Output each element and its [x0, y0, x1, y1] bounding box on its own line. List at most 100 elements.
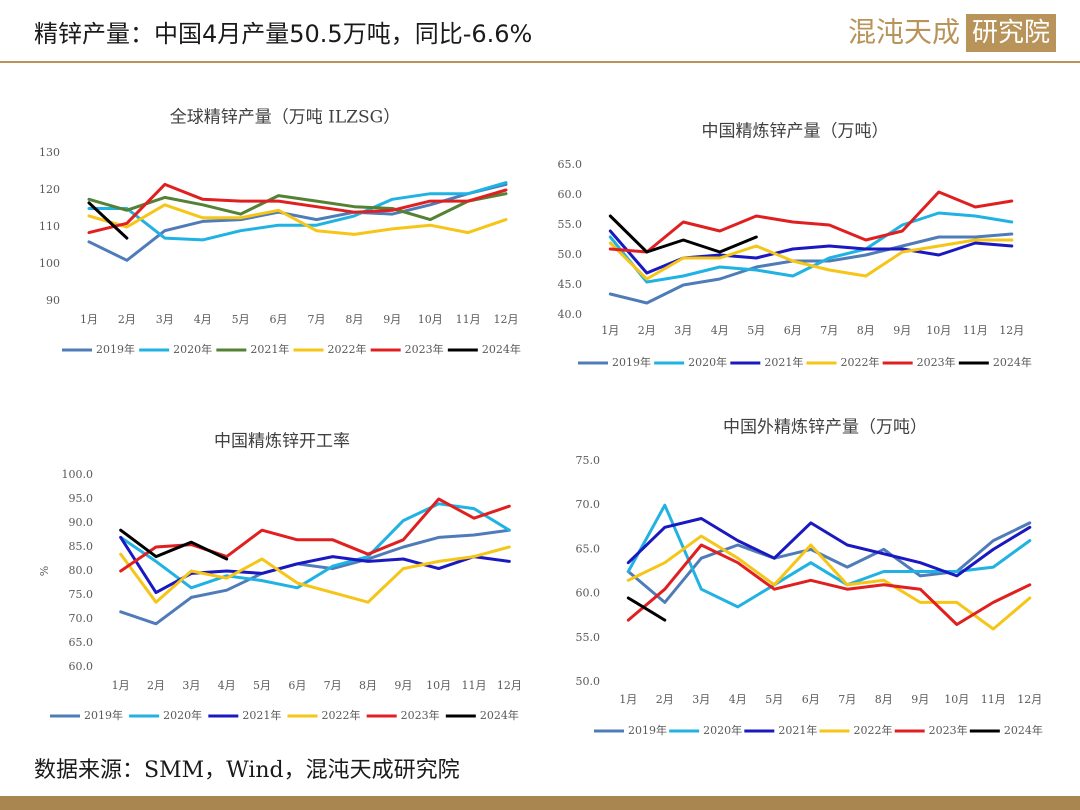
x-tick-label: 1月 — [112, 679, 130, 692]
legend-label: 2020年 — [703, 723, 742, 737]
series-line — [626, 543, 1032, 626]
legend-label: 2019年 — [96, 342, 135, 356]
legend-label: 2023年 — [917, 355, 956, 369]
legend-label: 2021年 — [242, 708, 281, 722]
y-tick-label: 65.0 — [558, 158, 583, 171]
series-line — [626, 534, 1032, 631]
legend-label: 2020年 — [173, 342, 212, 356]
y-tick-label: 70.0 — [576, 498, 601, 511]
series-line — [87, 192, 508, 222]
series-line — [626, 521, 1032, 604]
legend-label: 2019年 — [628, 723, 667, 737]
x-tick-label: 11月 — [981, 693, 1006, 706]
x-tick-label: 11月 — [462, 679, 487, 692]
x-tick-label: 9月 — [394, 679, 412, 692]
x-tick-label: 7月 — [820, 324, 838, 337]
x-tick-label: 9月 — [383, 313, 401, 326]
y-tick-label: 80.0 — [69, 564, 94, 577]
y-tick-label: 75.0 — [69, 588, 94, 601]
chart-title: 全球精锌产量（万吨 ILZSG） — [170, 108, 400, 128]
chart-title: 中国精炼锌开工率 — [214, 432, 350, 452]
series-line — [608, 232, 1014, 305]
x-tick-label: 1月 — [601, 324, 619, 337]
series-line — [87, 181, 508, 242]
x-tick-label: 1月 — [619, 693, 637, 706]
chart-title: 中国外精炼锌产量（万吨） — [723, 418, 927, 438]
y-tick-label: 70.0 — [69, 612, 94, 625]
series-line — [626, 517, 1032, 578]
y-tick-label: 50.0 — [558, 248, 583, 261]
x-tick-label: 8月 — [875, 693, 893, 706]
x-tick-label: 4月 — [711, 324, 729, 337]
footer-bar — [0, 796, 1080, 810]
x-tick-label: 6月 — [802, 693, 820, 706]
y-tick-label: 120 — [39, 183, 60, 196]
y-tick-label: 45.0 — [558, 278, 583, 291]
x-tick-label: 10月 — [944, 693, 969, 706]
chart-title: 中国精炼锌产量（万吨） — [702, 122, 889, 142]
y-tick-label: 60.0 — [69, 660, 94, 673]
legend-label: 2024年 — [1004, 723, 1043, 737]
series-line — [87, 182, 508, 235]
x-tick-label: 10月 — [926, 324, 951, 337]
x-tick-label: 7月 — [838, 693, 856, 706]
x-tick-label: 5月 — [765, 693, 783, 706]
slide-title: 精锌产量：中国4月产量50.5万吨，同比-6.6% — [34, 20, 532, 48]
y-tick-label: 110 — [39, 220, 60, 233]
x-tick-label: 12月 — [494, 313, 519, 326]
legend-label: 2023年 — [401, 708, 440, 722]
x-tick-label: 8月 — [345, 313, 363, 326]
x-tick-label: 2月 — [147, 679, 165, 692]
series-line — [119, 545, 511, 604]
legend-label: 2021年 — [250, 342, 289, 356]
x-tick-label: 8月 — [857, 324, 875, 337]
x-tick-label: 1月 — [80, 313, 98, 326]
x-tick-label: 12月 — [497, 679, 522, 692]
legend-label: 2024年 — [993, 355, 1032, 369]
series-line — [87, 182, 508, 262]
x-tick-label: 4月 — [729, 693, 747, 706]
legend-label: 2021年 — [778, 723, 817, 737]
x-tick-label: 4月 — [218, 679, 236, 692]
legend-label: 2022年 — [854, 723, 893, 737]
x-tick-label: 4月 — [194, 313, 212, 326]
x-tick-label: 9月 — [911, 693, 929, 706]
y-tick-label: 130 — [39, 146, 60, 159]
logo-box — [966, 14, 1056, 52]
y-tick-label: 65.0 — [576, 542, 601, 555]
y-tick-label: 100.0 — [62, 468, 94, 481]
x-tick-label: 10月 — [426, 679, 451, 692]
x-tick-label: 5月 — [253, 679, 271, 692]
legend-label: 2019年 — [84, 708, 123, 722]
x-tick-label: 8月 — [359, 679, 377, 692]
x-tick-label: 3月 — [156, 313, 174, 326]
source-note: 数据来源：SMM，Wind，混沌天成研究院 — [34, 758, 460, 783]
x-tick-label: 6月 — [270, 313, 288, 326]
legend-label: 2020年 — [688, 355, 727, 369]
legend-label: 2021年 — [764, 355, 803, 369]
series-line — [626, 596, 667, 622]
y-tick-label: 65.0 — [69, 636, 94, 649]
x-tick-label: 3月 — [692, 693, 710, 706]
x-tick-label: 11月 — [456, 313, 481, 326]
logo-text: 混沌天成 — [848, 16, 960, 49]
x-tick-label: 2月 — [118, 313, 136, 326]
y-tick-label: 40.0 — [558, 308, 583, 321]
x-tick-label: 11月 — [963, 324, 988, 337]
x-tick-label: 7月 — [324, 679, 342, 692]
legend-label: 2019年 — [612, 355, 651, 369]
legend-label: 2023年 — [405, 342, 444, 356]
x-tick-label: 5月 — [747, 324, 765, 337]
x-tick-label: 3月 — [674, 324, 692, 337]
x-tick-label: 10月 — [418, 313, 443, 326]
x-tick-label: 3月 — [182, 679, 200, 692]
x-tick-label: 6月 — [784, 324, 802, 337]
x-tick-label: 5月 — [232, 313, 250, 326]
legend-label: 2024年 — [482, 342, 521, 356]
series-line — [608, 190, 1014, 254]
x-tick-label: 7月 — [307, 313, 325, 326]
legend-label: 2024年 — [480, 708, 519, 722]
legend-label: 2020年 — [163, 708, 202, 722]
y-tick-label: 85.0 — [69, 540, 94, 553]
